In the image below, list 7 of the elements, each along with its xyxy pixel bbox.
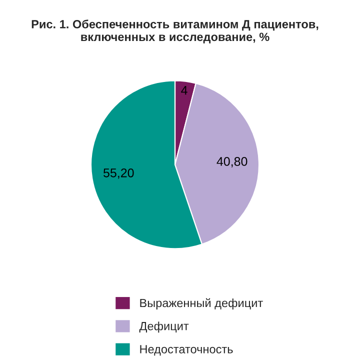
data-label: 55,20 [104,168,134,179]
legend-label: Недостаточность [140,345,233,356]
data-label: 4 [181,86,188,95]
legend-label: Выраженный дефицит [140,298,263,310]
data-label: 40,80 [216,157,248,168]
chart-title: Рис. 1. Обеспеченность витамином Д пациентов, включенных в исследование, % [32,20,318,44]
legend-label: Дефицит [139,322,189,333]
